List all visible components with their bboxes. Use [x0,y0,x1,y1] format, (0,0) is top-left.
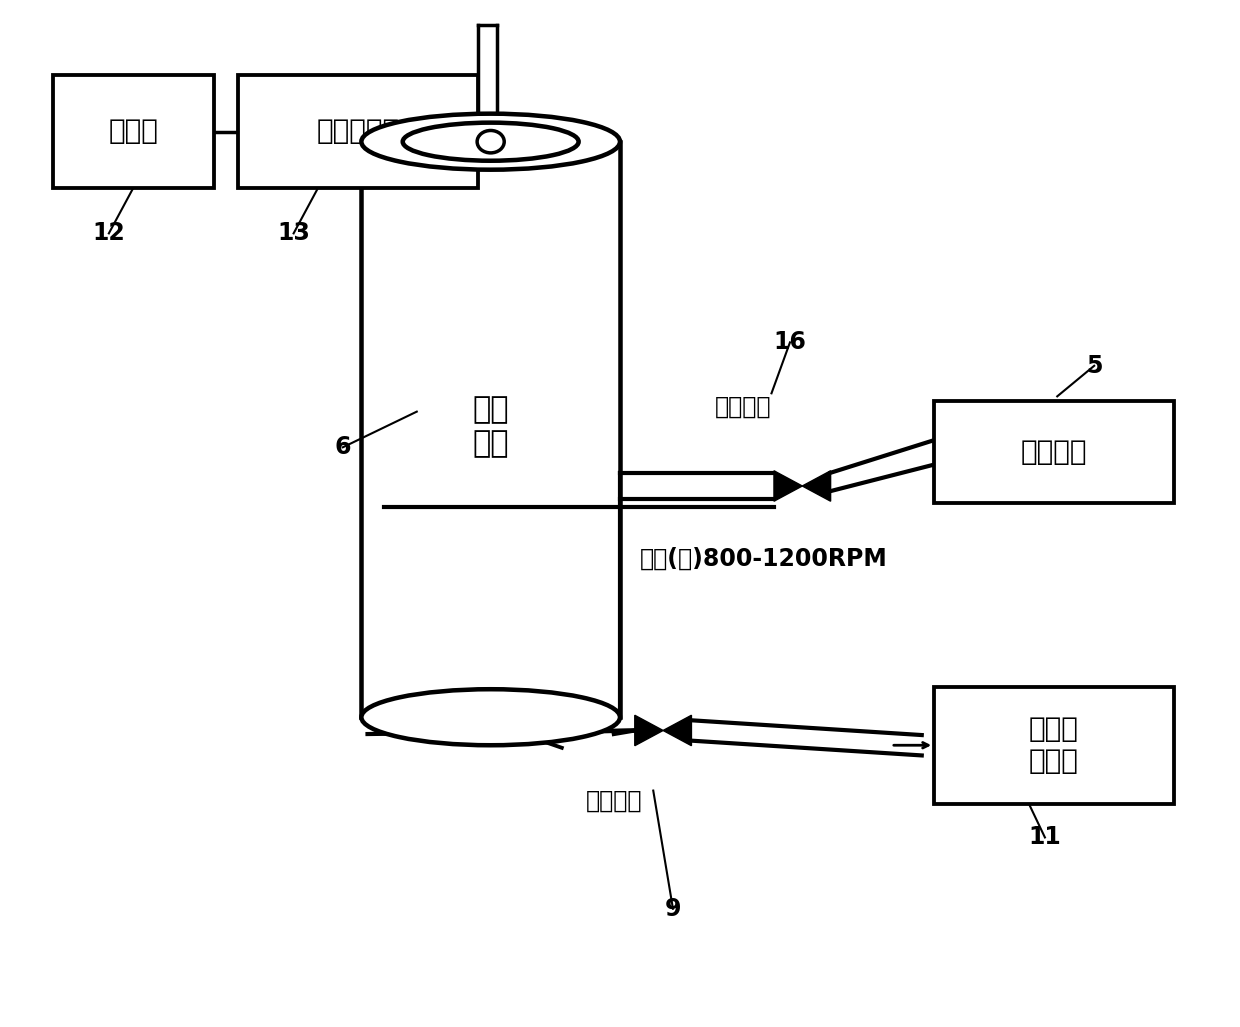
Text: 16: 16 [774,331,806,354]
Text: 缓冲液
循环泵: 缓冲液 循环泵 [1029,715,1079,775]
Text: 12: 12 [93,222,125,245]
FancyBboxPatch shape [934,687,1174,804]
Text: 5: 5 [1086,353,1102,378]
Text: 13: 13 [278,222,310,245]
Ellipse shape [361,689,620,746]
FancyBboxPatch shape [238,75,479,188]
FancyBboxPatch shape [934,402,1174,503]
Text: 缓冲
液罐: 缓冲 液罐 [472,395,508,458]
Text: 6: 6 [335,435,351,459]
Text: 缓冲液阱: 缓冲液阱 [1021,439,1086,466]
FancyBboxPatch shape [53,75,213,188]
Text: 9: 9 [665,897,681,921]
Text: 三通阀门: 三通阀门 [585,789,642,812]
Ellipse shape [403,122,579,161]
Polygon shape [663,715,692,746]
Text: 血浆泵: 血浆泵 [109,117,159,146]
Text: 波轮(转)800-1200RPM: 波轮(转)800-1200RPM [640,546,888,570]
Polygon shape [635,715,663,746]
Polygon shape [774,470,802,501]
Ellipse shape [361,114,620,169]
Text: 11: 11 [1028,826,1061,849]
Text: 二通阀门: 二通阀门 [715,394,771,419]
Polygon shape [802,470,831,501]
Text: 第二混合器: 第二混合器 [316,117,399,146]
